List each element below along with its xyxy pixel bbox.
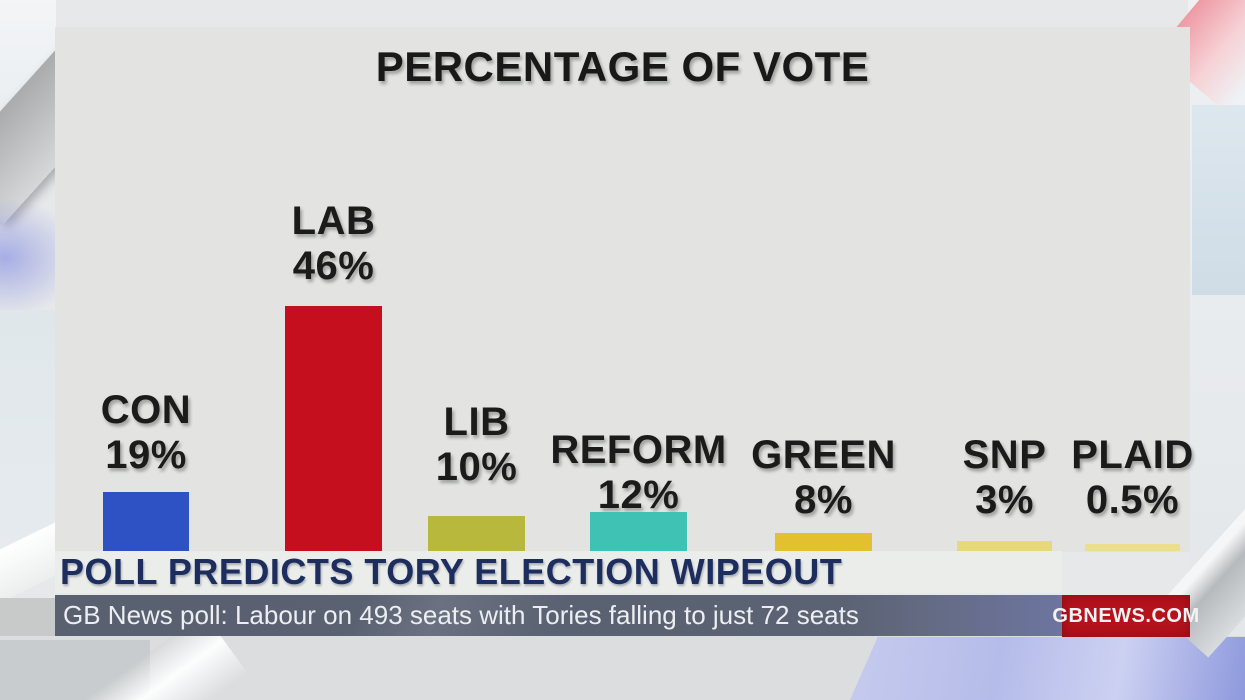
headline-bar: POLL PREDICTS TORY ELECTION WIPEOUT (55, 551, 1062, 593)
ticker-text: GB News poll: Labour on 493 seats with T… (63, 600, 859, 630)
bar-plaid (1085, 544, 1180, 551)
bar-label-green: GREEN 8% (751, 433, 896, 522)
chart-panel: PERCENTAGE OF VOTE CON 19% LAB 46% LIB 10% REF… (55, 27, 1193, 552)
bar-label-lab: LAB 46% (291, 199, 376, 288)
bar-label-con: CON 19% (100, 388, 192, 477)
bar-lab (285, 306, 382, 551)
bar-label-plaid: PLAID 0.5% (1071, 433, 1194, 522)
bar-label-lib: LIB 10% (435, 400, 518, 489)
chart-title: PERCENTAGE OF VOTE (375, 43, 870, 90)
bar-snp (957, 541, 1052, 551)
bg-shard (850, 637, 1245, 700)
bar-label-reform: REFORM 12% (550, 428, 727, 517)
bar-con (103, 492, 189, 551)
ticker-bar: GB News poll: Labour on 493 seats with T… (55, 595, 1062, 636)
gbnews-badge: GBNEWS.COM (1052, 595, 1199, 637)
bg-shard (0, 310, 56, 560)
bg-shard (1192, 105, 1245, 295)
bar-reform (590, 512, 687, 551)
bar-label-snp: SNP 3% (962, 433, 1047, 522)
headline-text: POLL PREDICTS TORY ELECTION WIPEOUT (60, 551, 843, 592)
bar-green (775, 533, 872, 551)
gbnews-badge-text: GBNEWS.COM (1052, 604, 1200, 627)
bar-lib (428, 516, 525, 551)
